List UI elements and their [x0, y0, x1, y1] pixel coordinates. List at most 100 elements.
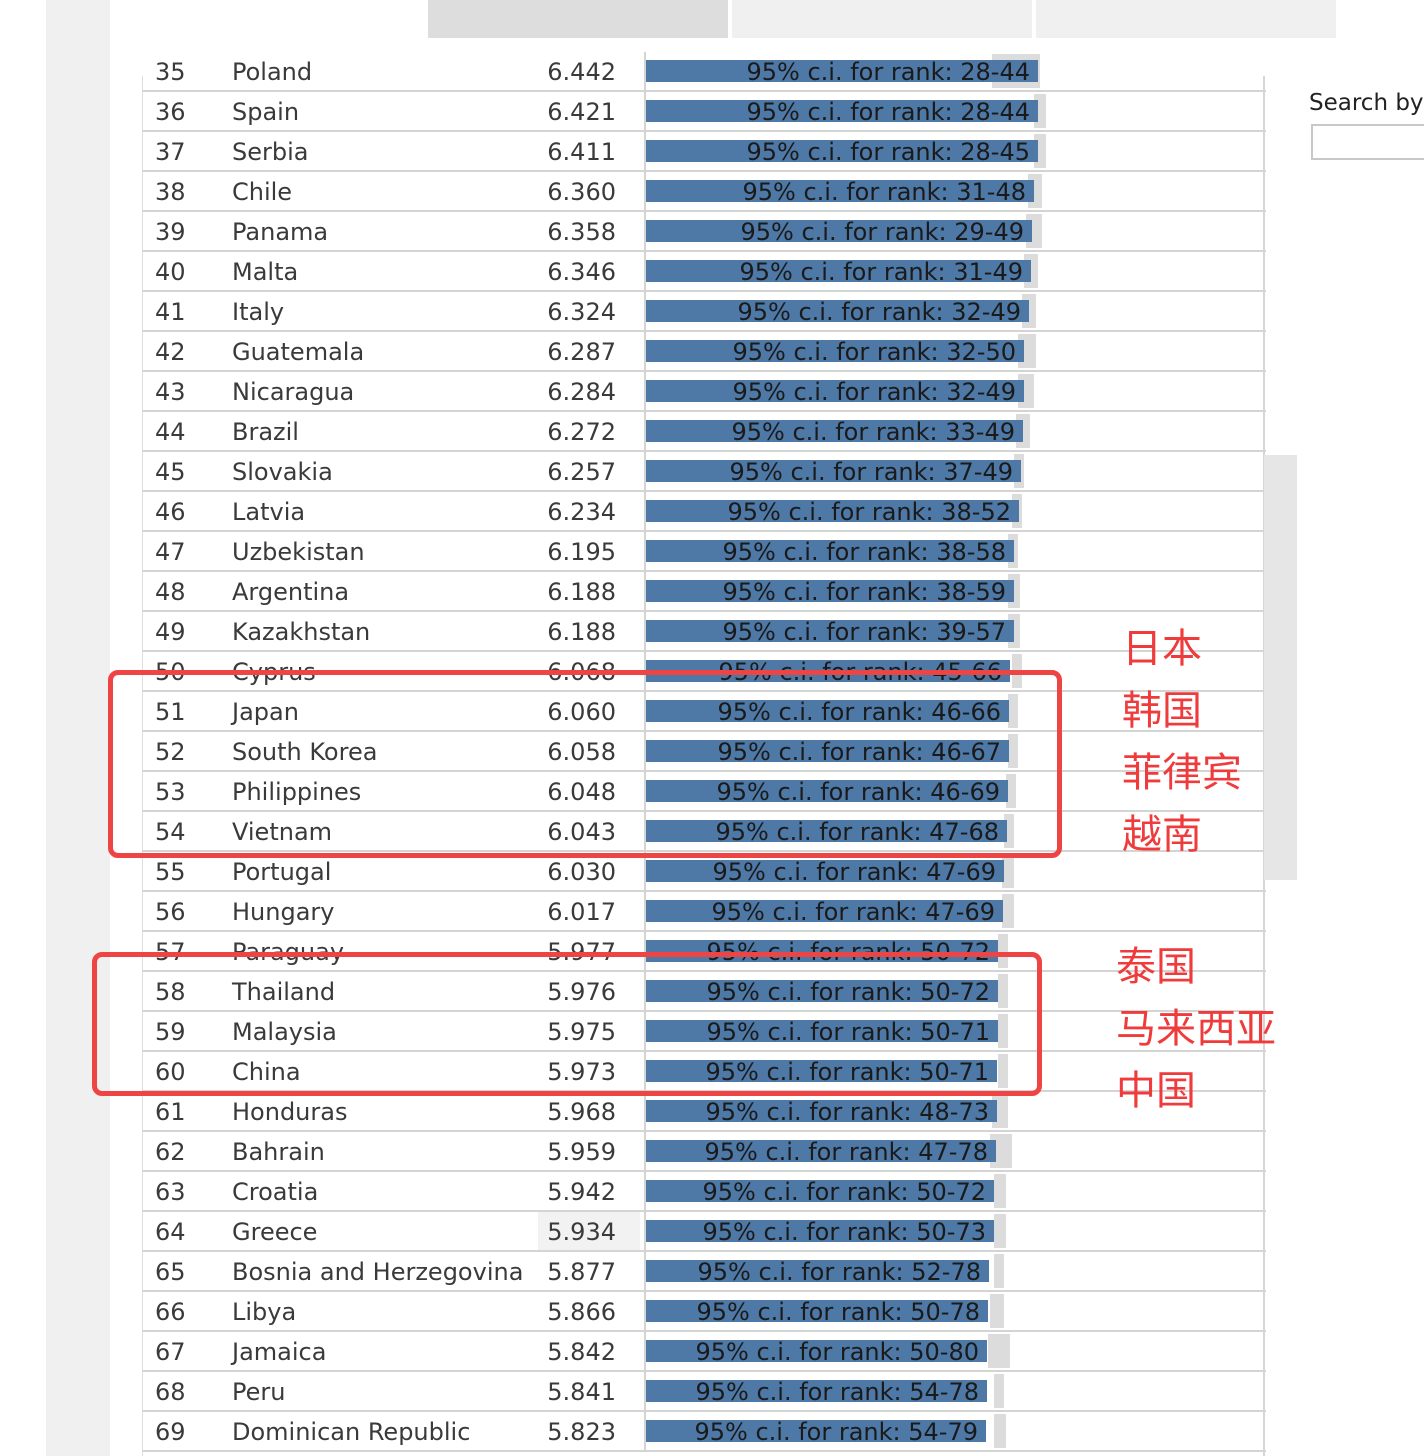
score-bar[interactable] [646, 100, 1038, 122]
column-header-score[interactable] [428, 0, 728, 38]
score-cell[interactable]: 6.257 [547, 458, 616, 486]
score-cell[interactable]: 6.324 [547, 298, 616, 326]
table-row[interactable]: 42 Guatemala 6.287 95% c.i. for rank: 32-50 [142, 332, 1266, 372]
score-cell[interactable]: 6.188 [547, 578, 616, 606]
table-row[interactable]: 41 Italy 6.324 95% c.i. for rank: 32-49 [142, 292, 1266, 332]
table-row[interactable]: 63 Croatia 5.942 95% c.i. for rank: 50-72 [142, 1172, 1266, 1212]
score-bar[interactable] [646, 1180, 994, 1202]
score-bar[interactable] [646, 220, 1032, 242]
table-row[interactable]: 53 Philippines 6.048 95% c.i. for rank: 46-… [142, 772, 1266, 812]
score-bar[interactable] [646, 1140, 996, 1162]
table-row[interactable]: 46 Latvia 6.234 95% c.i. for rank: 38-52 [142, 492, 1266, 532]
table-row[interactable]: 65 Bosnia and Herzegovina 5.877 95% c.i. fo… [142, 1252, 1266, 1292]
score-bar[interactable] [646, 140, 1038, 162]
score-cell[interactable]: 5.968 [547, 1098, 616, 1126]
score-cell[interactable]: 6.346 [547, 258, 616, 286]
score-cell[interactable]: 6.060 [547, 698, 616, 726]
score-bar[interactable] [646, 1100, 997, 1122]
score-cell[interactable]: 6.234 [547, 498, 616, 526]
table-row[interactable]: 62 Bahrain 5.959 95% c.i. for rank: 47-78 [142, 1132, 1266, 1172]
score-bar[interactable] [646, 1420, 986, 1442]
score-cell[interactable]: 5.975 [547, 1018, 616, 1046]
table-row[interactable]: 66 Libya 5.866 95% c.i. for rank: 50-78 [142, 1292, 1266, 1332]
score-bar[interactable] [646, 340, 1024, 362]
table-row[interactable]: 58 Thailand 5.976 95% c.i. for rank: 50-72 [142, 972, 1266, 1012]
table-row[interactable]: 40 Malta 6.346 95% c.i. for rank: 31-49 [142, 252, 1266, 292]
score-bar[interactable] [646, 620, 1014, 642]
table-row[interactable]: 64 Greece 5.934 95% c.i. for rank: 50-73 [142, 1212, 1266, 1252]
score-bar[interactable] [646, 860, 1004, 882]
table-row[interactable]: 52 South Korea 6.058 95% c.i. for rank: 46-… [142, 732, 1266, 772]
table-row[interactable]: 68 Peru 5.841 95% c.i. for rank: 54-78 [142, 1372, 1266, 1412]
column-header-extra[interactable] [1036, 0, 1336, 38]
score-bar[interactable] [646, 700, 1009, 722]
score-cell[interactable]: 6.030 [547, 858, 616, 886]
score-cell[interactable]: 6.017 [547, 898, 616, 926]
score-cell[interactable]: 6.195 [547, 538, 616, 566]
score-cell[interactable]: 6.188 [547, 618, 616, 646]
table-row-partial[interactable]: 35 Poland 6.442 95% c.i. for rank: 28-44 [142, 52, 1266, 92]
score-cell[interactable]: 6.058 [547, 738, 616, 766]
score-cell[interactable]: 6.287 [547, 338, 616, 366]
score-bar[interactable] [646, 1260, 989, 1282]
table-row[interactable]: 43 Nicaragua 6.284 95% c.i. for rank: 32-49 [142, 372, 1266, 412]
search-input[interactable] [1311, 124, 1424, 160]
score-bar[interactable] [646, 900, 1003, 922]
table-row[interactable]: 47 Uzbekistan 6.195 95% c.i. for rank: 38-5… [142, 532, 1266, 572]
score-cell[interactable]: 6.284 [547, 378, 616, 406]
table-row[interactable]: 61 Honduras 5.968 95% c.i. for rank: 48-73 [142, 1092, 1266, 1132]
table-row[interactable]: 59 Malaysia 5.975 95% c.i. for rank: 50-71 [142, 1012, 1266, 1052]
score-cell[interactable]: 6.043 [547, 818, 616, 846]
score-cell[interactable]: 5.942 [547, 1178, 616, 1206]
score-bar[interactable] [646, 1220, 994, 1242]
score-cell[interactable]: 6.048 [547, 778, 616, 806]
score-cell[interactable]: 6.272 [547, 418, 616, 446]
table-row[interactable]: 54 Vietnam 6.043 95% c.i. for rank: 47-68 [142, 812, 1266, 852]
table-row[interactable]: 49 Kazakhstan 6.188 95% c.i. for rank: 39-5… [142, 612, 1266, 652]
table-row[interactable]: 69 Dominican Republic 5.823 95% c.i. for ra… [142, 1412, 1266, 1452]
score-bar[interactable] [646, 980, 998, 1002]
score-bar[interactable] [646, 380, 1024, 402]
score-cell[interactable]: 5.841 [547, 1378, 616, 1406]
score-bar[interactable] [646, 420, 1023, 442]
score-bar[interactable] [646, 1340, 987, 1362]
score-cell[interactable]: 5.823 [547, 1418, 616, 1446]
score-bar[interactable] [646, 260, 1031, 282]
table-row[interactable]: 48 Argentina 6.188 95% c.i. for rank: 38-59 [142, 572, 1266, 612]
score-bar[interactable] [646, 300, 1029, 322]
table-row[interactable]: 45 Slovakia 6.257 95% c.i. for rank: 37-49 [142, 452, 1266, 492]
score-bar[interactable] [646, 1300, 988, 1322]
score-bar[interactable] [646, 780, 1008, 802]
score-cell[interactable]: 5.973 [547, 1058, 616, 1086]
table-row[interactable]: 55 Portugal 6.030 95% c.i. for rank: 47-69 [142, 852, 1266, 892]
score-cell[interactable]: 5.877 [547, 1258, 616, 1286]
table-row[interactable]: 37 Serbia 6.411 95% c.i. for rank: 28-45 [142, 132, 1266, 172]
vertical-scrollbar[interactable] [1264, 455, 1297, 880]
score-cell[interactable]: 5.842 [547, 1338, 616, 1366]
table-row[interactable]: 38 Chile 6.360 95% c.i. for rank: 31-48 [142, 172, 1266, 212]
column-header-bar[interactable] [732, 0, 1032, 38]
table-row[interactable]: 67 Jamaica 5.842 95% c.i. for rank: 50-80 [142, 1332, 1266, 1372]
score-cell[interactable]: 5.976 [547, 978, 616, 1006]
table-row[interactable]: 51 Japan 6.060 95% c.i. for rank: 46-66 [142, 692, 1266, 732]
score-bar[interactable] [646, 1060, 997, 1082]
score-bar[interactable] [646, 1380, 987, 1402]
score-bar[interactable] [646, 540, 1014, 562]
table-row[interactable]: 36 Spain 6.421 95% c.i. for rank: 28-44 [142, 92, 1266, 132]
table-row[interactable]: 56 Hungary 6.017 95% c.i. for rank: 47-69 [142, 892, 1266, 932]
score-cell[interactable]: 5.866 [547, 1298, 616, 1326]
score-bar[interactable] [646, 460, 1021, 482]
table-row[interactable]: 39 Panama 6.358 95% c.i. for rank: 29-49 [142, 212, 1266, 252]
score-bar[interactable] [646, 820, 1007, 842]
score-bar[interactable] [646, 180, 1034, 202]
score-cell[interactable]: 6.358 [547, 218, 616, 246]
score-bar[interactable] [646, 740, 1009, 762]
score-cell[interactable]: 6.421 [547, 98, 616, 126]
table-row[interactable]: 44 Brazil 6.272 95% c.i. for rank: 33-49 [142, 412, 1266, 452]
score-bar[interactable] [646, 1020, 998, 1042]
score-bar[interactable] [646, 60, 1038, 82]
score-cell[interactable]: 5.959 [547, 1138, 616, 1166]
score-cell[interactable]: 6.360 [547, 178, 616, 206]
score-bar[interactable] [646, 580, 1014, 602]
score-bar[interactable] [646, 500, 1019, 522]
